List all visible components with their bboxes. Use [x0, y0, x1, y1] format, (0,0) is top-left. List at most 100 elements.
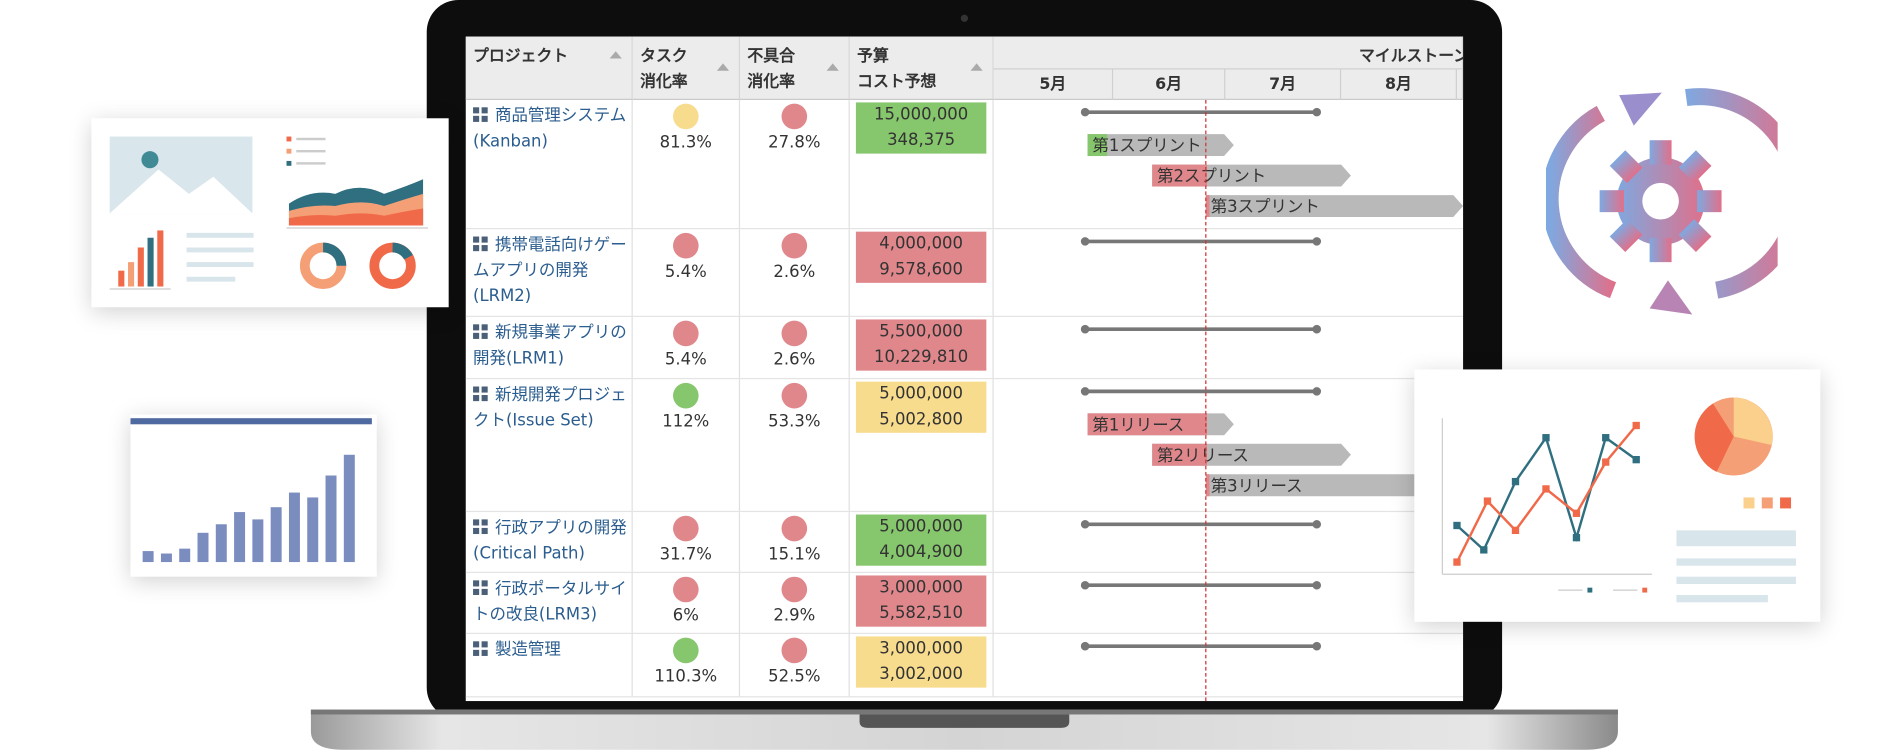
project-cell: 行政アプリの開発(Critical Path): [465, 512, 633, 574]
budget-cell: 15,000,000 348,375: [849, 99, 994, 230]
task-cell: 81.3%: [632, 99, 741, 230]
project-cell: 行政ポータルサイトの改良(LRM3): [465, 573, 633, 634]
task-rate: 31.7%: [659, 544, 712, 565]
bar-illustration: [130, 418, 372, 563]
gantt-cell: [993, 229, 1464, 317]
gantt-cell: [993, 317, 1464, 380]
project-link[interactable]: 携帯電話向けゲームアプリの開発(LRM2): [473, 235, 627, 307]
budget: 15,000,000: [873, 104, 969, 125]
header-line: 消化率: [747, 73, 795, 92]
budget-cell: 5,000,000 5,002,800: [849, 379, 994, 513]
bar-chart-card: [130, 414, 377, 577]
budget-box: 4,000,000 9,578,600: [855, 231, 987, 283]
project-link[interactable]: 製造管理: [495, 640, 561, 660]
project-cell: 新規事業アプリの開発(LRM1): [465, 316, 633, 380]
project-link[interactable]: 新規開発プロジェクト(Issue Set): [473, 385, 627, 431]
budget: 3,000,000: [879, 638, 964, 659]
status-dot: [781, 637, 808, 664]
month-label: 7月: [1225, 69, 1342, 100]
column-header: プロジェクト: [465, 36, 633, 100]
status-dot: [781, 576, 808, 603]
status-dot: [673, 103, 699, 130]
sort-icon[interactable]: [609, 51, 622, 59]
budget-box: 3,000,000 3,002,000: [855, 636, 987, 688]
header-line: 不具合: [747, 47, 795, 66]
header-line: プロジェクト: [473, 47, 569, 66]
defect-rate: 27.8%: [768, 132, 821, 153]
budget-cell: 4,000,000 9,578,600: [849, 229, 994, 317]
line-chart-card: [1414, 369, 1821, 622]
project-icon: [473, 641, 488, 656]
cost-forecast: 348,375: [887, 130, 956, 150]
budget-box: 3,000,000 5,582,510: [855, 575, 987, 627]
task-cell: 5.4%: [632, 316, 741, 380]
defect-cell: 53.3%: [740, 379, 850, 513]
cost-forecast: 10,229,810: [873, 347, 969, 367]
project-icon: [473, 580, 488, 595]
status-dot: [673, 637, 699, 664]
budget: 5,500,000: [879, 321, 964, 342]
month-label: 6月: [1113, 69, 1226, 100]
cost-forecast: 3,002,000: [879, 664, 964, 684]
task-rate: 81.3%: [659, 132, 712, 153]
project-icon: [473, 519, 488, 535]
status-dot: [673, 382, 699, 409]
cost-forecast: 4,004,900: [879, 542, 964, 563]
defect-rate: 15.1%: [768, 544, 821, 565]
budget-box: 5,000,000 5,002,800: [855, 381, 987, 433]
gantt-cell: [993, 100, 1464, 230]
sort-icon[interactable]: [970, 63, 983, 71]
gantt-cell: [993, 634, 1464, 698]
task-rate: 110.3%: [654, 666, 718, 687]
budget: 4,000,000: [879, 234, 964, 254]
month-label: 8月: [1341, 69, 1457, 100]
project-cell: 新規開発プロジェクト(Issue Set): [465, 379, 633, 513]
project-icon: [473, 107, 488, 122]
defect-cell: 2.9%: [740, 573, 850, 634]
defect-rate: 2.9%: [773, 605, 816, 626]
header-line: 消化率: [640, 73, 688, 92]
cost-forecast: 9,578,600: [879, 259, 964, 280]
project-icon: [473, 236, 488, 252]
status-dot: [781, 382, 808, 409]
budget-cell: 3,000,000 3,002,000: [849, 633, 994, 698]
sync-gear-icon: [1545, 88, 1778, 315]
budget: 5,000,000: [879, 516, 964, 537]
defect-rate: 52.5%: [768, 666, 821, 687]
project-cell: 製造管理: [465, 633, 633, 698]
status-dot: [673, 320, 699, 347]
month-label: 5月: [994, 69, 1114, 100]
defect-cell: 27.8%: [740, 99, 850, 230]
defect-cell: 52.5%: [740, 633, 850, 698]
budget: 3,000,000: [879, 577, 964, 598]
project-icon: [473, 386, 488, 402]
header-line: 予算: [857, 47, 889, 66]
gantt-cell: [993, 573, 1464, 634]
project-link[interactable]: 商品管理システム(Kanban): [473, 106, 627, 152]
task-rate: 5.4%: [664, 262, 707, 282]
defect-cell: 2.6%: [740, 229, 850, 317]
project-link[interactable]: 行政ポータルサイトの改良(LRM3): [473, 579, 627, 625]
header-line: タスク: [640, 47, 688, 66]
status-dot: [673, 515, 699, 542]
task-rate: 6%: [672, 605, 699, 626]
cost-forecast: 5,582,510: [879, 603, 964, 624]
budget-box: 15,000,000 348,375: [855, 102, 987, 154]
defect-rate: 2.6%: [773, 349, 816, 370]
defect-cell: 15.1%: [740, 512, 850, 574]
task-cell: 5.4%: [632, 229, 741, 317]
screen: プロジェクト タスク消化率 不具合消化率 予算コスト予想 マイルストーン 5月 6月 7月 8月…: [465, 36, 1464, 702]
header-line: コスト予想: [857, 73, 937, 92]
task-cell: 110.3%: [632, 633, 741, 698]
project-icon: [473, 324, 488, 339]
project-link[interactable]: 行政アプリの開発(Critical Path): [473, 518, 627, 564]
project-link[interactable]: 新規事業アプリの開発(LRM1): [473, 323, 627, 369]
budget-box: 5,000,000 4,004,900: [855, 514, 987, 566]
sort-icon[interactable]: [826, 63, 839, 71]
milestone-header: マイルストーン: [1359, 47, 1464, 66]
task-cell: 112%: [632, 379, 741, 513]
task-cell: 6%: [632, 573, 741, 634]
sort-icon[interactable]: [716, 63, 730, 71]
